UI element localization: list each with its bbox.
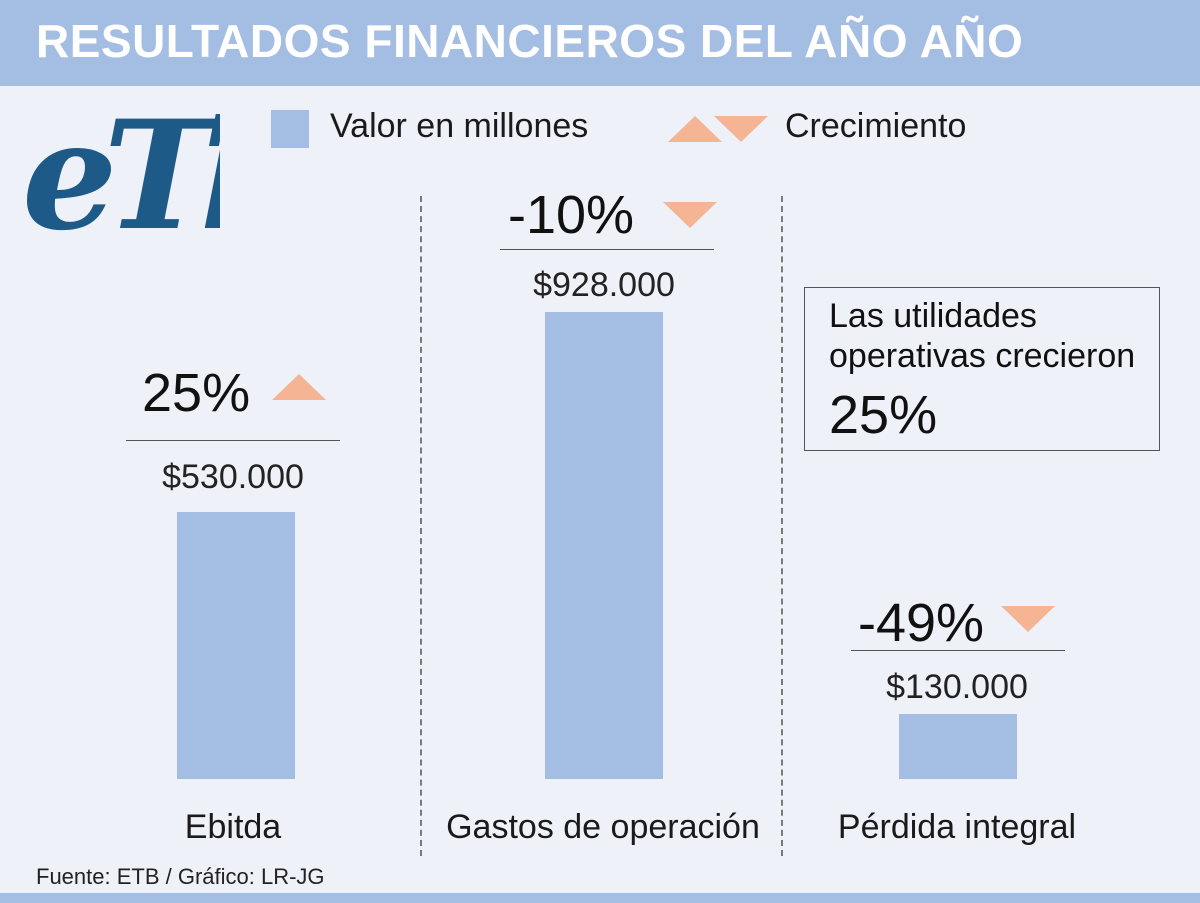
growth-label-gastos: -10% — [508, 185, 635, 245]
bar-ebitda — [177, 512, 295, 779]
category-label-gastos: Gastos de operación — [446, 808, 760, 846]
etb-logo-text: eTb — [22, 100, 220, 260]
legend-value-label: Valor en millones — [330, 107, 589, 145]
header-band: RESULTADOS FINANCIEROS DEL AÑO AÑO — [0, 0, 1200, 86]
value-label-perdida: $130.000 — [886, 668, 1028, 706]
footer-band — [0, 893, 1200, 903]
label-rule — [851, 650, 1065, 651]
bar-gastos-de-operacion — [545, 312, 663, 779]
column-divider — [420, 196, 422, 856]
growth-label-ebitda: 25% — [142, 363, 251, 423]
growth-down-icon — [1001, 606, 1055, 632]
note-text: Las utilidades operativas crecieron — [829, 297, 1136, 375]
growth-up-icon — [272, 374, 326, 400]
label-rule — [500, 249, 714, 250]
value-label-gastos: $928.000 — [533, 266, 675, 304]
note-box: Las utilidades operativas crecieron 25% — [804, 287, 1160, 451]
category-label-perdida: Pérdida integral — [837, 808, 1077, 846]
growth-down-icon — [663, 202, 717, 228]
label-rule — [126, 440, 340, 441]
legend-growth-arrows-icon — [668, 116, 768, 142]
value-label-ebitda: $530.000 — [162, 458, 304, 496]
column-divider — [781, 196, 783, 856]
chart-title: RESULTADOS FINANCIEROS DEL AÑO AÑO — [36, 15, 1024, 67]
category-label-ebitda: Ebitda — [184, 808, 282, 846]
source-note: Fuente: ETB / Gráfico: LR-JG — [36, 864, 325, 889]
growth-label-perdida: -49% — [858, 593, 985, 653]
legend-growth-label: Crecimiento — [785, 107, 967, 145]
etb-logo: eTb — [22, 100, 220, 260]
note-value: 25% — [829, 385, 938, 445]
bar-perdida-integral — [899, 714, 1017, 779]
legend-value-swatch — [271, 110, 309, 148]
